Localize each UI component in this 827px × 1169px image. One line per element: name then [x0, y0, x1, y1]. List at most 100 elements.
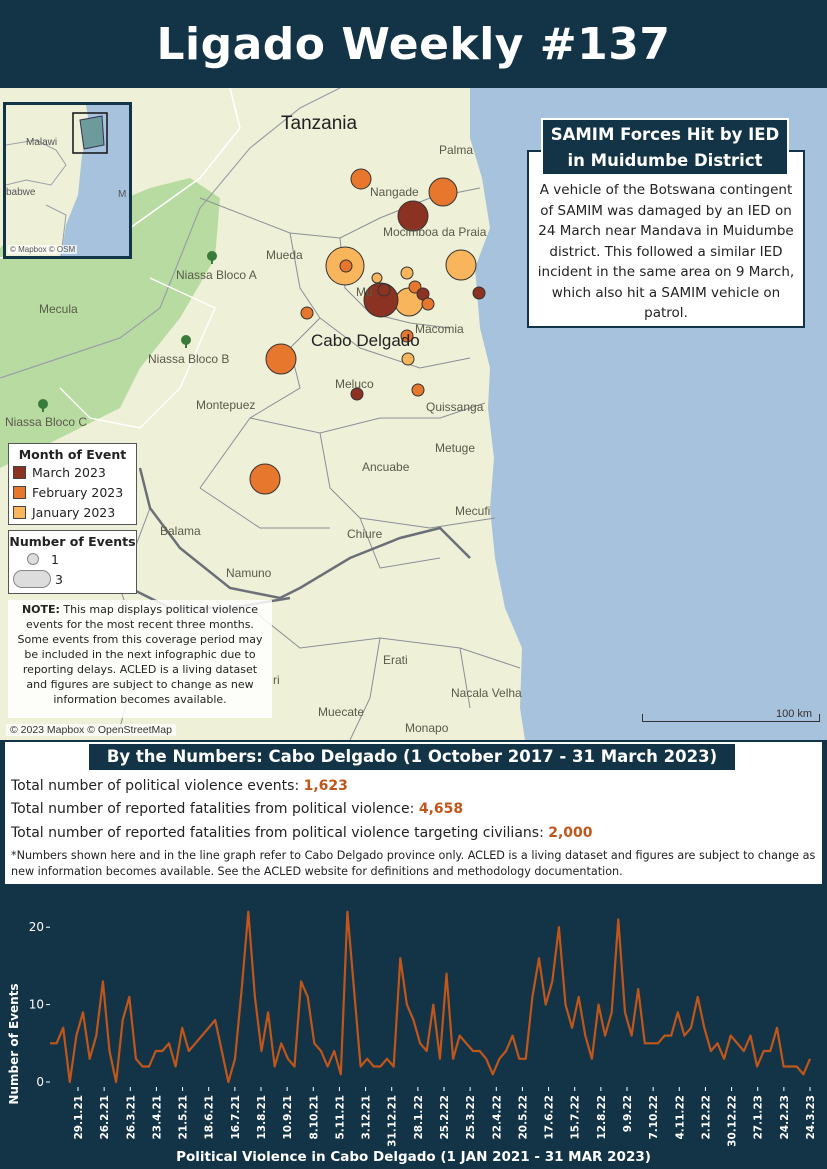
event-circle	[249, 463, 281, 495]
y-tick-label: 20	[29, 920, 44, 934]
label-nacala-velha: Nacala Velha	[451, 686, 522, 700]
inset-attribution: © Mapbox © OSM	[8, 245, 78, 254]
map-note: NOTE: This map displays political violen…	[8, 600, 272, 718]
legend-item-february: February 2023	[13, 482, 136, 502]
x-tick-label: 15.7.22	[570, 1095, 582, 1140]
legend-count-title: Number of Events	[9, 534, 136, 549]
legend-item-march: March 2023	[13, 462, 136, 482]
x-tick-label: 16.7.21	[230, 1095, 242, 1140]
scale-bar	[642, 714, 820, 722]
inset-label-m: M	[118, 189, 127, 200]
label-mecula: Mecula	[39, 302, 78, 316]
event-circle	[472, 286, 486, 300]
stat-civilian-value: 2,000	[548, 825, 593, 841]
label-mocimboa: Mocimboa da Praia	[383, 225, 487, 239]
x-tick-label: 30.12.22	[727, 1095, 739, 1147]
label-montepuez: Montepuez	[196, 398, 256, 412]
label-balama: Balama	[160, 524, 201, 538]
x-axis: 29.1.21 26.2.21 26.3.21 23.4.21 21.5.21 18.6.…	[73, 1087, 817, 1147]
x-tick-label: 25.3.22	[465, 1095, 477, 1140]
label-ancuabe: Ancuabe	[362, 460, 410, 474]
x-tick-label: 29.1.21	[73, 1095, 85, 1140]
callout-title: SAMIM Forces Hit by IED in Muidumbe Dist…	[541, 118, 789, 176]
stat-events: Total number of political violence event…	[11, 778, 348, 794]
event-circle	[397, 200, 429, 232]
x-tick-label: 20.5.22	[517, 1095, 529, 1140]
legend-month-title: Month of Event	[18, 447, 127, 462]
event-circle	[445, 249, 477, 281]
chart-svg: Number of Events 0 10 20 29.1.21 26.2.21 26.…	[7, 910, 817, 1147]
chart-title: Political Violence in Cabo Delgado (1 JA…	[176, 1149, 651, 1165]
swatch-february	[13, 485, 26, 499]
x-tick-label: 25.2.22	[439, 1095, 451, 1140]
x-tick-label: 28.1.22	[413, 1095, 425, 1140]
event-circle	[400, 329, 414, 343]
numbers-title: By the Numbers: Cabo Delgado (1 October …	[89, 744, 735, 770]
stat-civilian-fatalities: Total number of reported fatalities from…	[11, 825, 593, 841]
stat-fatalities: Total number of reported fatalities from…	[11, 801, 463, 817]
legend-item-january: January 2023	[13, 502, 136, 522]
legend-month: Month of Event March 2023 February 2023 …	[8, 443, 137, 525]
label-nangade: Nangade	[370, 185, 419, 199]
swatch-march	[13, 465, 26, 479]
label-ri: ri	[273, 673, 280, 687]
page-title: Ligado Weekly #137	[156, 18, 671, 70]
x-tick-label: 4.11.22	[674, 1095, 686, 1140]
legend-label-february: February 2023	[32, 484, 124, 500]
legend-circle-large	[13, 570, 51, 588]
legend-count-small-label: 1	[51, 551, 59, 567]
label-monapo: Monapo	[405, 721, 449, 735]
label-erati: Erati	[383, 653, 408, 667]
x-tick-label: 23.4.21	[151, 1095, 163, 1140]
stat-fatalities-value: 4,658	[418, 801, 464, 817]
legend-count-large-label: 3	[55, 571, 63, 587]
inset-label-malawi: Malawi	[26, 137, 58, 148]
callout-body: A vehicle of the Botswana contingent of …	[537, 182, 795, 321]
event-circle	[371, 272, 383, 284]
x-tick-label: 2.12.22	[700, 1095, 712, 1140]
callout-box	[527, 150, 805, 328]
x-tick-label: 7.10.22	[648, 1095, 660, 1140]
x-tick-label: 12.8.22	[596, 1095, 608, 1140]
event-circle	[265, 343, 297, 375]
label-macomia: Macomia	[415, 322, 464, 336]
label-palma: Palma	[439, 143, 474, 157]
x-tick-label: 24.3.23	[805, 1095, 817, 1140]
legend-circle-small	[27, 553, 39, 565]
series-line	[50, 910, 812, 1084]
numbers-footnote: *Numbers shown here and in the line grap…	[11, 849, 816, 878]
legend-count: Number of Events 1 3	[8, 530, 137, 594]
stat-civilian-label: Total number of reported fatalities from…	[11, 825, 549, 841]
label-mueda: Mueda	[266, 248, 303, 262]
header-banner: Ligado Weekly #137	[0, 0, 827, 88]
scale-label: 100 km	[776, 708, 813, 720]
x-tick-label: 26.2.21	[99, 1095, 111, 1140]
x-tick-label: 24.2.23	[779, 1095, 791, 1140]
event-circle	[300, 306, 314, 320]
label-niassa-c: Niassa Bloco C	[5, 415, 88, 429]
legend-count-large: 3	[13, 569, 136, 589]
x-tick-label: 27.1.23	[753, 1095, 765, 1140]
label-quissanga: Quissanga	[426, 400, 484, 414]
x-tick-label: 22.4.22	[491, 1095, 503, 1140]
label-chiure: Chiure	[347, 527, 383, 541]
map-attribution[interactable]: © 2023 Mapbox © OpenStreetMap	[6, 724, 176, 736]
label-muecate: Muecate	[318, 705, 365, 719]
by-the-numbers-panel: By the Numbers: Cabo Delgado (1 October …	[3, 740, 824, 886]
x-tick-label: 8.10.21	[308, 1095, 320, 1140]
stat-events-label: Total number of political violence event…	[11, 778, 304, 794]
stat-fatalities-label: Total number of reported fatalities from…	[11, 801, 419, 817]
x-tick-label: 5.11.21	[334, 1095, 346, 1140]
label-muidumbe: Mu	[356, 285, 373, 299]
label-mecufi: Mecufi	[455, 504, 491, 518]
swatch-january	[13, 505, 26, 519]
event-circle	[339, 259, 353, 273]
legend-label-march: March 2023	[32, 464, 106, 480]
inset-locator-map: Malawi babwe M © Mapbox © OSM	[3, 102, 132, 259]
event-circle	[350, 387, 364, 401]
y-axis-label: Number of Events	[7, 983, 21, 1104]
map[interactable]: Tanzania Cabo Delgado Palma Nangade Moci…	[0, 88, 827, 740]
x-tick-label: 18.6.21	[204, 1095, 216, 1140]
y-tick-label: 10	[29, 998, 44, 1012]
inset-base	[6, 105, 129, 256]
